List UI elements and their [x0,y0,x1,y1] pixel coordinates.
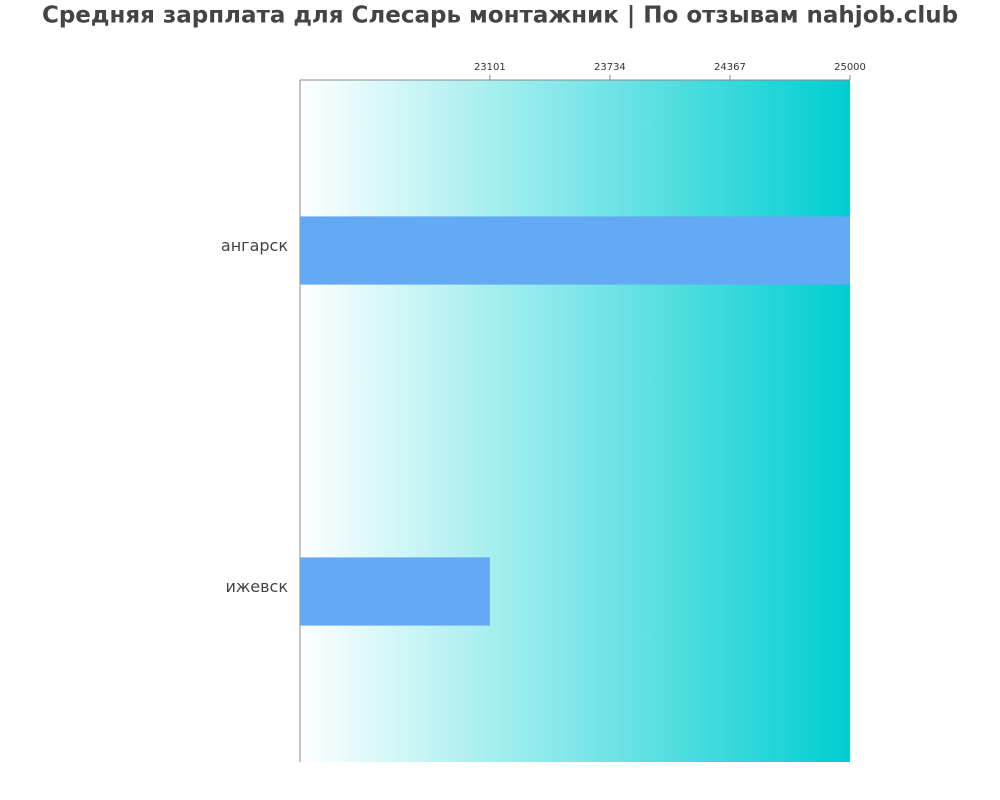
x-tick-label: 24367 [714,62,746,73]
x-tick-label: 23101 [474,62,506,73]
bar [300,557,490,626]
chart-title: Средняя зарплата для Слесарь монтажник |… [42,3,958,29]
x-tick-label: 25000 [834,62,866,73]
y-tick-label: ангарск [221,236,288,255]
y-tick-label: ижевск [225,577,288,596]
x-tick-label: 23734 [594,62,626,73]
plot-background [300,80,850,762]
bar [300,216,850,285]
